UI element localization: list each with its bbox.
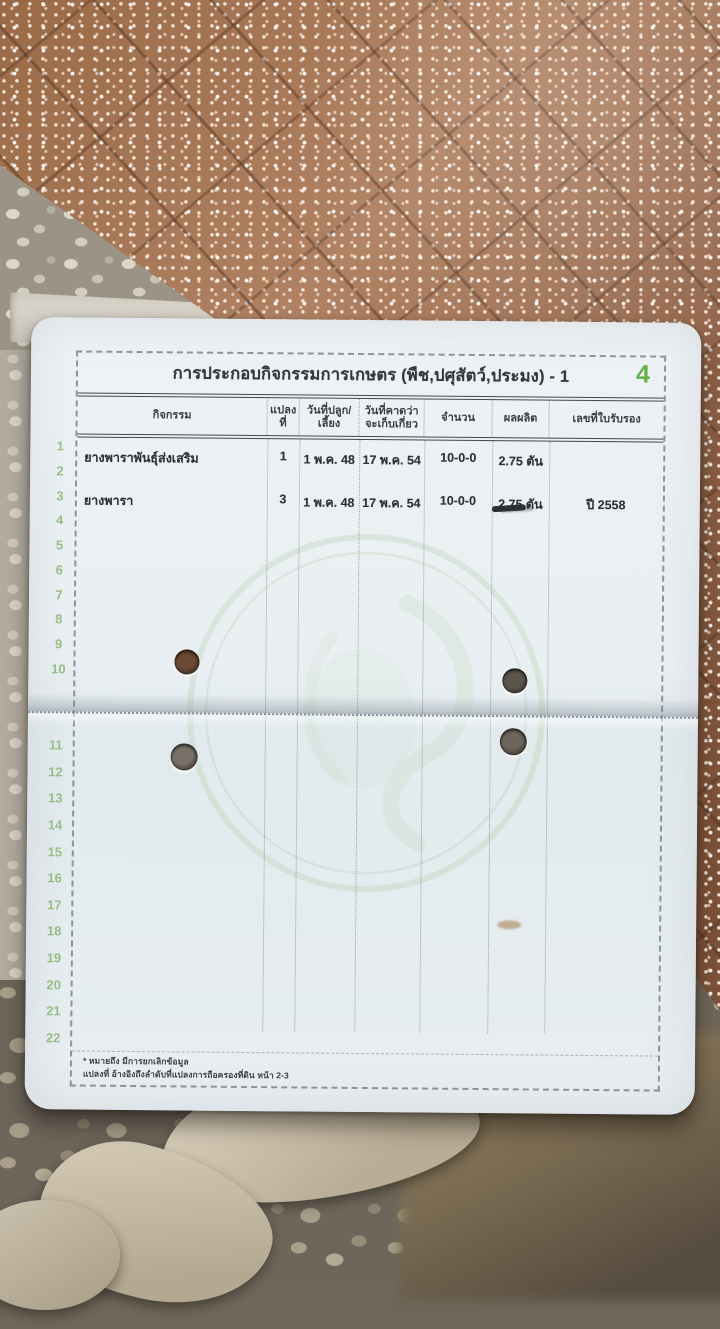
column-divider: [294, 439, 301, 1032]
row-number: 7: [55, 586, 63, 602]
header-date-harvest: วันที่คาดว่า จะเก็บเกี่ยว: [359, 398, 425, 437]
header-activity: กิจกรรม: [77, 396, 268, 436]
column-divider: [487, 441, 494, 1034]
row-number: 16: [47, 870, 62, 886]
table-title-row: การประกอบกิจกรรมการเกษตร (พืช,ปศุสัตว์,ป…: [77, 352, 665, 402]
row-number: 3: [56, 487, 64, 503]
row-number: 20: [46, 976, 61, 992]
cell-activity: ยางพาราพันธุ์ส่งเสริม: [84, 450, 199, 466]
cell-certificate: [549, 452, 663, 473]
cell-harvest: 17 พ.ค. 54: [362, 495, 421, 511]
cell-planted: 1 พ.ค. 48: [303, 495, 355, 510]
margin-row-numbers-upper: 1 2 3 4 5 6 7 8 9 10: [43, 438, 75, 676]
column-divider: [419, 440, 426, 1033]
row-number: 14: [47, 817, 63, 833]
agriculture-record-book-page: การประกอบกิจกรรมการเกษตร (พืช,ปศุสัตว์,ป…: [24, 317, 702, 1115]
column-divider: [544, 441, 551, 1034]
cell-plot: 3: [279, 492, 287, 507]
cell-certificate: ปี 2558: [586, 497, 626, 513]
paper-stain: [497, 920, 522, 930]
column-divider: [354, 439, 361, 1032]
cell-yield: 2.75 ตัน: [498, 454, 544, 469]
row-number: 1: [56, 438, 65, 454]
table-footnotes: * หมายถึง มีการยกเลิกข้อมูล แปลงที่ อ้าง…: [71, 1050, 659, 1090]
row-number: 11: [48, 737, 63, 753]
row-number: 10: [51, 661, 66, 677]
table-body: ยางพาราพันธุ์ส่งเสริม 1 1 พ.ค. 48 17 พ.ค…: [72, 437, 663, 1055]
margin-row-numbers-lower: 11 12 13 14 15 16 17 18 19 20 21 22: [38, 737, 71, 1045]
header-date-planted: วันที่ปลูก/ เลี้ยง: [299, 398, 360, 436]
row-number: 9: [54, 636, 63, 652]
row-number: 13: [47, 790, 63, 806]
table-row: ยางพาราพันธุ์ส่งเสริม 1 1 พ.ค. 48 17 พ.ค…: [77, 447, 663, 472]
row-number: 17: [47, 897, 62, 913]
cell-harvest: 17 พ.ค. 54: [362, 452, 421, 468]
table-row: ยางพารา 3 1 พ.ค. 48 17 พ.ค. 54 10-0-0 2.…: [77, 490, 663, 515]
cell-quantity: 10-0-0: [439, 493, 477, 508]
cell-planted: 1 พ.ค. 48: [303, 452, 355, 467]
punch-hole: [170, 743, 198, 771]
row-number: 18: [46, 923, 62, 939]
row-number: 21: [46, 1003, 61, 1019]
cell-quantity: 10-0-0: [440, 450, 477, 465]
header-yield: ผลผลิต: [492, 400, 550, 438]
page-title: การประกอบกิจกรรมการเกษตร (พืช,ปศุสัตว์,ป…: [172, 364, 570, 386]
page-number: 4: [635, 360, 651, 389]
header-quantity: จำนวน: [424, 399, 493, 438]
row-number: 12: [48, 763, 63, 780]
column-divider: [262, 439, 269, 1032]
table-header-row: กิจกรรม แปลง ที่ วันที่ปลูก/ เลี้ยง วันท…: [77, 396, 664, 443]
row-number: 6: [55, 562, 63, 578]
header-plot: แปลง ที่: [267, 398, 300, 436]
punch-hole: [174, 649, 200, 675]
punch-hole: [499, 728, 527, 756]
cell-plot: 1: [279, 449, 287, 464]
row-number: 4: [56, 512, 64, 528]
row-number: 19: [46, 950, 62, 966]
row-number: 15: [47, 843, 63, 859]
cell-activity: ยางพารา: [83, 493, 134, 508]
punch-hole: [502, 668, 528, 694]
row-number: 22: [45, 1030, 61, 1046]
row-number: 2: [56, 463, 64, 479]
header-certificate: เลขที่ใบรับรอง: [572, 412, 641, 426]
row-number: 5: [55, 537, 64, 553]
row-number: 8: [55, 611, 63, 627]
